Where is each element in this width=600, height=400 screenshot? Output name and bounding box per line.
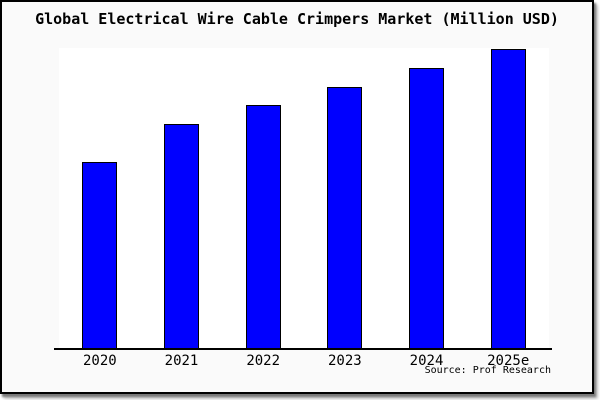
plot-area [59, 48, 549, 350]
x-tick-label-2024: 2024 [409, 353, 444, 369]
chart-figure: Global Electrical Wire Cable Crimpers Ma… [0, 0, 594, 394]
x-tick-label-2021: 2021 [164, 353, 199, 369]
bar-slot [386, 48, 468, 350]
bar-slot [467, 48, 549, 350]
bar-slot [59, 48, 141, 350]
source-credit: Source: Prof Research [424, 365, 551, 376]
x-tick-label-2020: 2020 [82, 353, 117, 369]
x-axis-labels: 2020 2021 2022 2023 2024 2025e [59, 353, 549, 369]
x-tick-label-2023: 2023 [327, 353, 362, 369]
bar-slot [222, 48, 304, 350]
bar-slot [141, 48, 223, 350]
bar-slot [304, 48, 386, 350]
bar-2025e [490, 49, 526, 350]
bar-2021 [164, 124, 199, 350]
bar-2022 [245, 105, 281, 350]
bar-2024 [409, 68, 445, 350]
x-tick-label-2022: 2022 [246, 353, 281, 369]
bar-2023 [327, 87, 363, 350]
chart-title: Global Electrical Wire Cable Crimpers Ma… [35, 10, 559, 28]
x-axis-line [54, 348, 552, 350]
bar-2020 [82, 162, 118, 350]
x-tick-label-2025e: 2025e [487, 353, 530, 369]
